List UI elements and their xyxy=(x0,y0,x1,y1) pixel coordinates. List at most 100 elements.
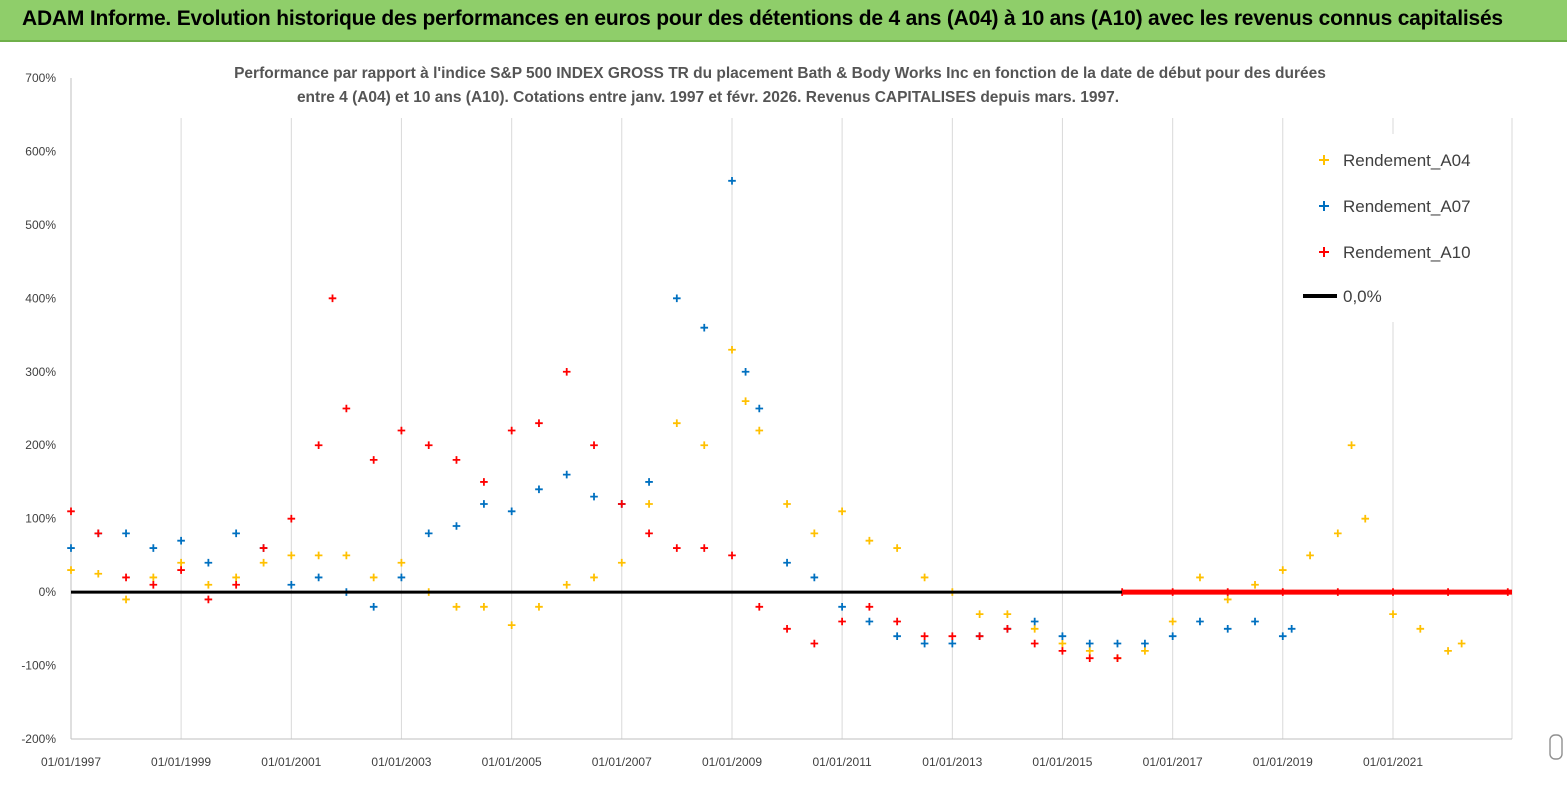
data-point xyxy=(865,536,874,545)
y-tick-label: -200% xyxy=(21,732,56,746)
data-point xyxy=(1058,632,1067,640)
data-point xyxy=(328,294,337,303)
y-tick-label: 0% xyxy=(39,585,57,599)
data-point xyxy=(535,603,543,611)
x-tick-label: 01/01/2013 xyxy=(922,755,982,769)
data-point xyxy=(1085,647,1094,655)
data-point xyxy=(645,478,653,486)
data-point xyxy=(562,580,571,589)
data-point xyxy=(1251,580,1259,589)
x-tick-label: 01/01/2021 xyxy=(1363,755,1423,769)
data-point xyxy=(204,595,213,604)
data-point xyxy=(259,544,268,552)
legend-background xyxy=(1290,134,1500,322)
data-point xyxy=(865,603,874,611)
data-point xyxy=(1141,639,1149,648)
data-point xyxy=(314,573,323,582)
data-point xyxy=(149,573,158,582)
scroll-indicator-frame xyxy=(1549,734,1563,760)
data-point xyxy=(424,529,433,538)
data-point xyxy=(1030,639,1039,648)
data-point xyxy=(893,544,901,552)
data-point xyxy=(1223,625,1232,633)
data-point xyxy=(1334,529,1342,538)
legend-marker xyxy=(1319,201,1329,211)
legend: Rendement_A04 Rendement_A07 Rendement_A10 0… xyxy=(1290,134,1500,322)
data-point xyxy=(452,603,461,611)
y-tick-label: 200% xyxy=(25,438,56,452)
data-point xyxy=(342,551,351,560)
data-point xyxy=(920,632,929,640)
data-point xyxy=(728,345,736,354)
legend-label: Rendement_A10 xyxy=(1343,243,1471,262)
data-point xyxy=(893,617,901,626)
data-point xyxy=(1141,647,1149,655)
data-point xyxy=(232,580,240,589)
data-point xyxy=(810,639,819,648)
data-point xyxy=(204,558,213,567)
data-point xyxy=(480,500,488,508)
data-point xyxy=(838,617,846,626)
series-Rendement_A10 xyxy=(67,294,1512,663)
chart-title: Performance par rapport à l'indice S&P 5… xyxy=(150,56,1410,118)
data-point xyxy=(507,507,516,516)
data-point xyxy=(673,294,681,303)
y-tick-label: 600% xyxy=(25,144,56,158)
data-point xyxy=(617,500,626,508)
data-point xyxy=(1389,610,1397,618)
data-point xyxy=(920,639,929,648)
data-point xyxy=(617,558,626,567)
title-background xyxy=(150,56,1410,118)
legend-marker xyxy=(1319,155,1329,165)
y-tick-label: 700% xyxy=(25,71,56,85)
data-point xyxy=(397,558,406,567)
data-point xyxy=(1196,617,1204,626)
data-point xyxy=(865,617,874,626)
data-point xyxy=(122,529,130,538)
x-axis: 01/01/1997 01/01/1999 01/01/2001 01/01/2003… xyxy=(41,738,1512,769)
data-point xyxy=(1416,625,1425,633)
x-tick-label: 01/01/2011 xyxy=(813,755,872,769)
data-point xyxy=(783,500,791,508)
data-point xyxy=(1003,625,1012,633)
data-point xyxy=(397,426,406,435)
data-point xyxy=(948,639,957,648)
data-point xyxy=(94,569,103,578)
legend-label: Rendement_A07 xyxy=(1343,197,1471,216)
data-point xyxy=(700,441,709,450)
legend-label: Rendement_A04 xyxy=(1343,151,1471,170)
x-tick-label: 01/01/1999 xyxy=(151,755,211,769)
data-point xyxy=(1444,647,1452,655)
data-point xyxy=(314,551,323,560)
data-point xyxy=(1030,625,1039,633)
data-point xyxy=(590,492,598,501)
data-point xyxy=(645,529,653,538)
data-point xyxy=(122,595,130,604)
data-point xyxy=(1085,639,1094,648)
data-point xyxy=(122,573,130,582)
data-point xyxy=(1361,514,1370,523)
data-point xyxy=(507,426,516,435)
data-point xyxy=(673,419,681,427)
data-point xyxy=(728,177,736,185)
data-point xyxy=(204,580,213,589)
data-point xyxy=(287,514,296,523)
x-tick-label: 01/01/2007 xyxy=(592,755,652,769)
data-point xyxy=(480,603,488,611)
data-point xyxy=(424,441,433,450)
data-point xyxy=(562,367,571,376)
x-tick-label: 01/01/2019 xyxy=(1253,755,1313,769)
data-point xyxy=(149,580,158,589)
data-point xyxy=(893,632,901,640)
data-point xyxy=(1113,654,1122,663)
data-point xyxy=(673,544,681,552)
data-point xyxy=(590,441,598,450)
legend-label: 0,0% xyxy=(1343,287,1382,306)
scroll-indicator xyxy=(1549,734,1563,760)
chart-title-line-2: entre 4 (A04) et 10 ans (A10). Cotations… xyxy=(297,89,1119,106)
data-point xyxy=(149,544,158,552)
series-Rendement_A04 xyxy=(67,345,1466,663)
report-banner: ADAM Informe. Evolution historique des p… xyxy=(0,0,1567,42)
y-tick-label: 400% xyxy=(25,291,56,305)
data-point xyxy=(452,456,461,464)
